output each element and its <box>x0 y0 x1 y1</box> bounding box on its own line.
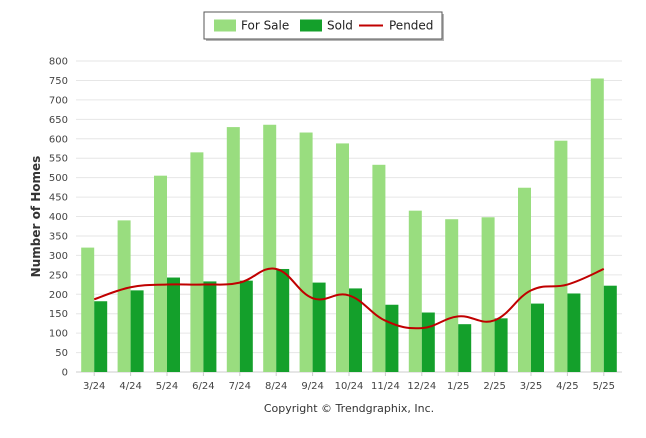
x-tick-label: 12/24 <box>407 381 436 392</box>
sold-bar <box>349 288 362 372</box>
x-tick-label: 5/24 <box>156 381 178 392</box>
legend: For Sale Sold Pended <box>203 11 444 41</box>
y-tick-label: 350 <box>49 231 68 242</box>
x-tick-label: 8/24 <box>265 381 287 392</box>
sold-bar <box>130 290 144 372</box>
x-tick-label: 9/24 <box>301 381 323 392</box>
for-sale-bar <box>481 217 495 372</box>
for-sale-bar <box>154 175 167 372</box>
y-tick-label: 0 <box>62 368 68 379</box>
x-tick-label: 4/25 <box>556 381 578 392</box>
for-sale-bar <box>299 132 313 372</box>
x-tick-label: 3/24 <box>83 381 105 392</box>
x-tick-label: 1/25 <box>447 381 469 392</box>
for-sale-bar <box>590 78 604 373</box>
legend-label-for-sale: For Sale <box>241 19 289 33</box>
sold-bar <box>167 277 180 372</box>
for-sale-bar <box>81 247 95 372</box>
y-tick-label: 200 <box>49 290 68 301</box>
copyright-footer: Copyright © Trendgraphix, Inc. <box>264 402 434 415</box>
for-sale-bar <box>408 210 422 372</box>
legend-label-pended: Pended <box>389 19 433 33</box>
sold-bar <box>276 268 290 372</box>
y-tick-label: 650 <box>49 115 68 126</box>
x-tick-label: 7/24 <box>229 381 251 392</box>
y-tick-label: 150 <box>49 309 68 320</box>
y-tick-label: 600 <box>49 134 68 145</box>
for-sale-bar <box>190 152 204 372</box>
y-tick-label: 50 <box>55 348 68 359</box>
for-sale-bar <box>518 187 531 372</box>
x-tick-label: 11/24 <box>371 381 400 392</box>
sold-bar <box>203 281 217 372</box>
for-sale-bar <box>226 127 240 373</box>
pended-line-group <box>93 267 605 330</box>
y-tick-label: 500 <box>49 173 68 184</box>
x-tick-label: 5/25 <box>593 381 615 392</box>
x-axis-ticks: 3/24 4/24 5/24 6/24 7/24 8/24 9/24 10/24 11/24 12… <box>83 372 615 392</box>
bars <box>81 78 617 373</box>
pended-line <box>93 267 605 330</box>
sold-bar <box>312 282 326 372</box>
legend-swatch-for-sale <box>214 19 236 32</box>
y-axis-label: Number of Homes <box>29 156 43 278</box>
for-sale-bar <box>263 124 277 372</box>
for-sale-bar <box>554 140 568 372</box>
y-tick-label: 250 <box>49 270 68 281</box>
y-tick-label: 750 <box>49 76 68 87</box>
sold-bar <box>494 318 508 372</box>
x-tick-label: 10/24 <box>335 381 364 392</box>
for-sale-bar <box>117 220 131 372</box>
sold-bar <box>421 312 435 372</box>
sold-bar <box>531 303 544 372</box>
x-tick-label: 3/25 <box>520 381 542 392</box>
y-tick-label: 100 <box>49 329 68 340</box>
sold-bar <box>567 293 581 372</box>
y-tick-label: 800 <box>49 57 68 68</box>
sold-bar <box>385 304 399 372</box>
y-tick-label: 300 <box>49 251 68 262</box>
x-tick-label: 6/24 <box>192 381 214 392</box>
for-sale-bar <box>372 164 386 372</box>
y-tick-label: 450 <box>49 193 68 204</box>
sold-bar <box>603 285 617 372</box>
x-tick-label: 2/25 <box>483 381 505 392</box>
for-sale-bar <box>445 219 459 372</box>
legend-label-sold: Sold <box>327 19 353 33</box>
y-tick-label: 700 <box>49 95 68 106</box>
y-axis-ticks: 0 50 100 150 200 250 300 350 400 450 500 550 600 650 7… <box>49 57 68 379</box>
y-tick-label: 400 <box>49 212 68 223</box>
sold-bar <box>458 324 472 372</box>
legend-box <box>203 11 443 40</box>
x-tick-label: 4/24 <box>119 381 141 392</box>
legend-swatch-sold <box>300 19 322 32</box>
sold-bar <box>239 280 253 372</box>
sold-bar <box>94 301 108 372</box>
for-sale-bar <box>336 143 349 372</box>
y-tick-label: 550 <box>49 154 68 165</box>
